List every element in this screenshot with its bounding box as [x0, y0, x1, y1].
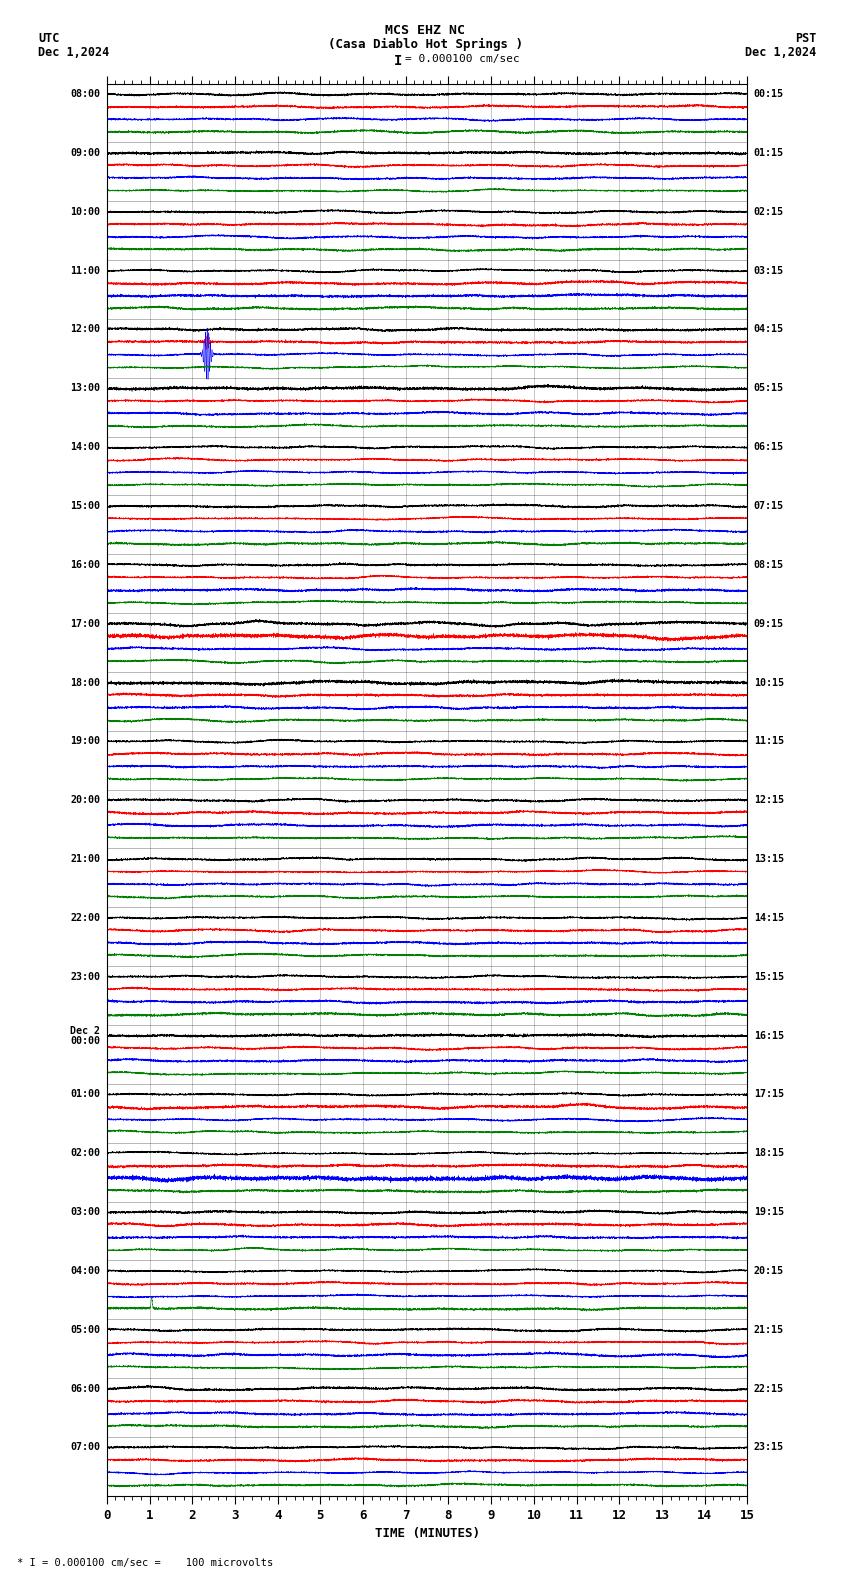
- Text: * I = 0.000100 cm/sec =    100 microvolts: * I = 0.000100 cm/sec = 100 microvolts: [17, 1559, 273, 1568]
- Text: 06:00: 06:00: [71, 1384, 100, 1394]
- Text: 02:15: 02:15: [754, 208, 784, 217]
- Text: 10:00: 10:00: [71, 208, 100, 217]
- Text: 09:15: 09:15: [754, 619, 784, 629]
- Text: 09:00: 09:00: [71, 147, 100, 158]
- Text: 18:15: 18:15: [754, 1148, 784, 1158]
- Text: 22:00: 22:00: [71, 912, 100, 923]
- X-axis label: TIME (MINUTES): TIME (MINUTES): [375, 1527, 479, 1541]
- Text: 11:15: 11:15: [754, 737, 784, 746]
- Text: 23:15: 23:15: [754, 1443, 784, 1453]
- Text: 04:15: 04:15: [754, 325, 784, 334]
- Text: 21:00: 21:00: [71, 854, 100, 863]
- Text: (Casa Diablo Hot Springs ): (Casa Diablo Hot Springs ): [327, 38, 523, 51]
- Text: PST: PST: [795, 32, 816, 44]
- Text: I: I: [394, 54, 402, 68]
- Text: 08:00: 08:00: [71, 89, 100, 100]
- Text: = 0.000100 cm/sec: = 0.000100 cm/sec: [405, 54, 519, 63]
- Text: 14:00: 14:00: [71, 442, 100, 451]
- Text: 16:15: 16:15: [754, 1031, 784, 1041]
- Text: 05:15: 05:15: [754, 383, 784, 393]
- Text: Dec 1,2024: Dec 1,2024: [38, 46, 110, 59]
- Text: 14:15: 14:15: [754, 912, 784, 923]
- Text: 18:00: 18:00: [71, 678, 100, 687]
- Text: 21:15: 21:15: [754, 1324, 784, 1335]
- Text: 07:15: 07:15: [754, 501, 784, 512]
- Text: 19:00: 19:00: [71, 737, 100, 746]
- Text: 02:00: 02:00: [71, 1148, 100, 1158]
- Text: 03:00: 03:00: [71, 1207, 100, 1217]
- Text: 03:15: 03:15: [754, 266, 784, 276]
- Text: 15:00: 15:00: [71, 501, 100, 512]
- Text: 20:00: 20:00: [71, 795, 100, 805]
- Text: UTC: UTC: [38, 32, 60, 44]
- Text: 05:00: 05:00: [71, 1324, 100, 1335]
- Text: 17:15: 17:15: [754, 1090, 784, 1099]
- Text: 16:00: 16:00: [71, 559, 100, 570]
- Text: Dec 2
00:00: Dec 2 00:00: [71, 1025, 100, 1045]
- Text: MCS EHZ NC: MCS EHZ NC: [385, 24, 465, 36]
- Text: 06:15: 06:15: [754, 442, 784, 451]
- Text: 12:15: 12:15: [754, 795, 784, 805]
- Text: 01:00: 01:00: [71, 1090, 100, 1099]
- Text: 20:15: 20:15: [754, 1266, 784, 1277]
- Text: 17:00: 17:00: [71, 619, 100, 629]
- Text: 13:00: 13:00: [71, 383, 100, 393]
- Text: 04:00: 04:00: [71, 1266, 100, 1277]
- Text: 19:15: 19:15: [754, 1207, 784, 1217]
- Text: 22:15: 22:15: [754, 1384, 784, 1394]
- Text: 08:15: 08:15: [754, 559, 784, 570]
- Text: 07:00: 07:00: [71, 1443, 100, 1453]
- Text: Dec 1,2024: Dec 1,2024: [745, 46, 816, 59]
- Text: 12:00: 12:00: [71, 325, 100, 334]
- Text: 01:15: 01:15: [754, 147, 784, 158]
- Text: 11:00: 11:00: [71, 266, 100, 276]
- Text: 10:15: 10:15: [754, 678, 784, 687]
- Text: 00:15: 00:15: [754, 89, 784, 100]
- Text: 15:15: 15:15: [754, 971, 784, 982]
- Text: 23:00: 23:00: [71, 971, 100, 982]
- Text: 13:15: 13:15: [754, 854, 784, 863]
